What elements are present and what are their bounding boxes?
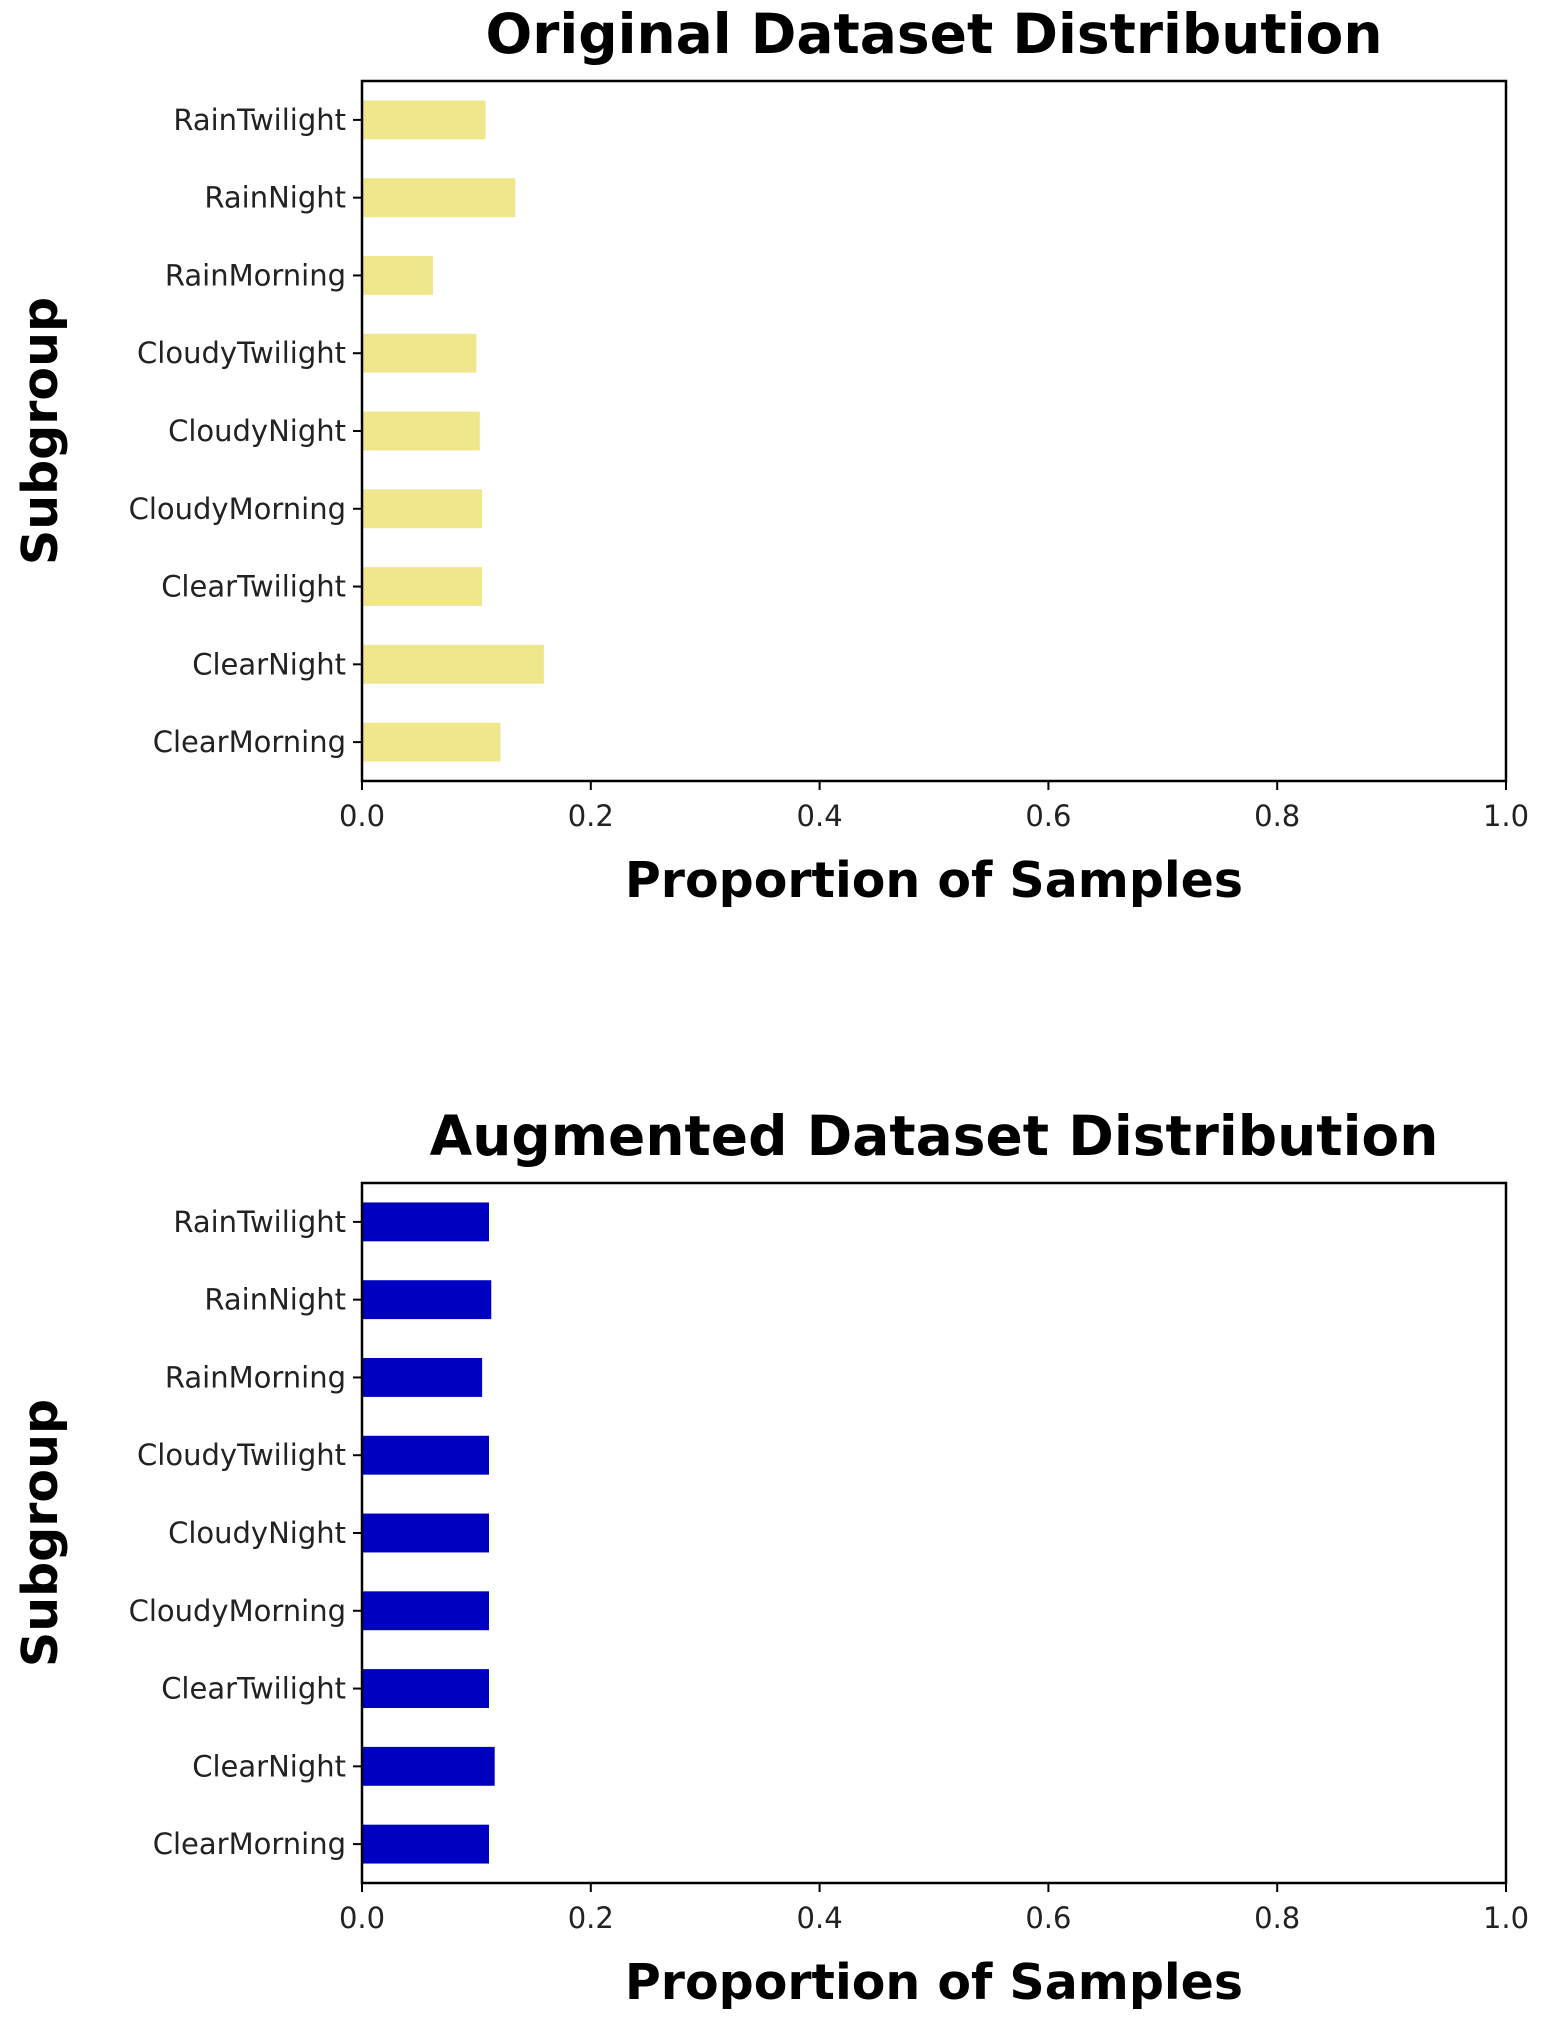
y-tick-label: ClearTwilight bbox=[161, 1672, 346, 1706]
bar-RainMorning bbox=[362, 256, 433, 295]
bar-RainMorning bbox=[362, 1358, 483, 1397]
x-tick-label: 1.0 bbox=[1483, 1901, 1529, 1935]
x-tick-label: 0.4 bbox=[797, 1901, 843, 1935]
x-tick-label: 0.8 bbox=[1254, 1901, 1300, 1935]
bar-RainNight bbox=[362, 178, 516, 218]
chart-panel-1: RainTwilight RainNight RainMorning CloudyTw… bbox=[12, 2, 1529, 909]
y-tick-label: CloudyNight bbox=[168, 1516, 346, 1550]
x-tick-label: 0.0 bbox=[339, 799, 385, 833]
axes-frame bbox=[360, 1181, 1508, 1885]
y-tick-label: CloudyTwilight bbox=[137, 336, 346, 370]
bar-CloudyTwilight bbox=[362, 333, 477, 373]
bar-CloudyMorning bbox=[362, 1591, 489, 1631]
y-tick-label: RainNight bbox=[204, 181, 346, 215]
bar-CloudyNight bbox=[362, 1513, 489, 1553]
y-tick-label: ClearNight bbox=[192, 1749, 346, 1783]
bar-ClearTwilight bbox=[362, 1669, 489, 1708]
x-tick-label: 0.0 bbox=[339, 1901, 385, 1935]
bar-ClearNight bbox=[362, 1746, 495, 1786]
bar-CloudyMorning bbox=[362, 489, 483, 529]
chart-title: Original Dataset Distribution bbox=[486, 2, 1383, 66]
x-axis-label: Proportion of Samples bbox=[625, 1954, 1243, 2011]
bar-ClearMorning bbox=[362, 1824, 489, 1864]
x-tick-label: 0.6 bbox=[1025, 799, 1071, 833]
bar-ClearTwilight bbox=[362, 567, 483, 606]
x-tick-label: 0.2 bbox=[568, 799, 614, 833]
y-tick-label: ClearTwilight bbox=[161, 570, 346, 604]
bar-RainTwilight bbox=[362, 100, 486, 140]
bar-CloudyTwilight bbox=[362, 1435, 489, 1475]
y-tick-label: ClearMorning bbox=[153, 725, 346, 759]
bar-ClearNight bbox=[362, 644, 544, 684]
y-tick-label: ClearMorning bbox=[153, 1827, 346, 1861]
chart-title: Augmented Dataset Distribution bbox=[430, 1104, 1439, 1168]
chart-panel-2: RainTwilight RainNight RainMorning CloudyTw… bbox=[12, 1104, 1529, 2011]
y-tick-label: ClearNight bbox=[192, 647, 346, 681]
x-tick-label: 1.0 bbox=[1483, 799, 1529, 833]
y-tick-label: CloudyNight bbox=[168, 414, 346, 448]
y-tick-label: RainNight bbox=[204, 1283, 346, 1317]
y-tick-label: CloudyMorning bbox=[129, 1594, 346, 1628]
y-tick-label: RainTwilight bbox=[173, 103, 346, 137]
y-tick-label: CloudyMorning bbox=[129, 492, 346, 526]
y-tick-label: CloudyTwilight bbox=[137, 1438, 346, 1472]
bar-CloudyNight bbox=[362, 411, 480, 451]
bar-ClearMorning bbox=[362, 722, 501, 762]
x-tick-label: 0.8 bbox=[1254, 799, 1300, 833]
y-axis-label: Subgroup bbox=[12, 297, 69, 565]
y-tick-label: RainTwilight bbox=[173, 1205, 346, 1239]
y-axis-label: Subgroup bbox=[12, 1399, 69, 1667]
x-axis-label: Proportion of Samples bbox=[625, 852, 1243, 909]
x-tick-label: 0.2 bbox=[568, 1901, 614, 1935]
y-tick-label: RainMorning bbox=[165, 1360, 346, 1394]
bar-RainNight bbox=[362, 1280, 492, 1320]
x-tick-label: 0.4 bbox=[797, 799, 843, 833]
x-tick-label: 0.6 bbox=[1025, 1901, 1071, 1935]
bar-RainTwilight bbox=[362, 1202, 489, 1242]
y-tick-label: RainMorning bbox=[165, 258, 346, 292]
axes-frame bbox=[360, 79, 1508, 783]
